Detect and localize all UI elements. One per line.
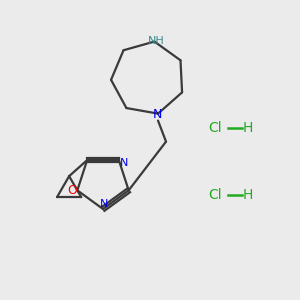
Text: N: N — [100, 199, 108, 209]
Text: N: N — [152, 108, 162, 121]
Text: N: N — [120, 158, 128, 168]
Text: H: H — [243, 121, 253, 135]
Text: H: H — [243, 188, 253, 202]
Text: Cl: Cl — [208, 121, 222, 135]
Text: O: O — [68, 184, 77, 197]
Text: NH: NH — [148, 36, 165, 46]
Text: Cl: Cl — [208, 188, 222, 202]
